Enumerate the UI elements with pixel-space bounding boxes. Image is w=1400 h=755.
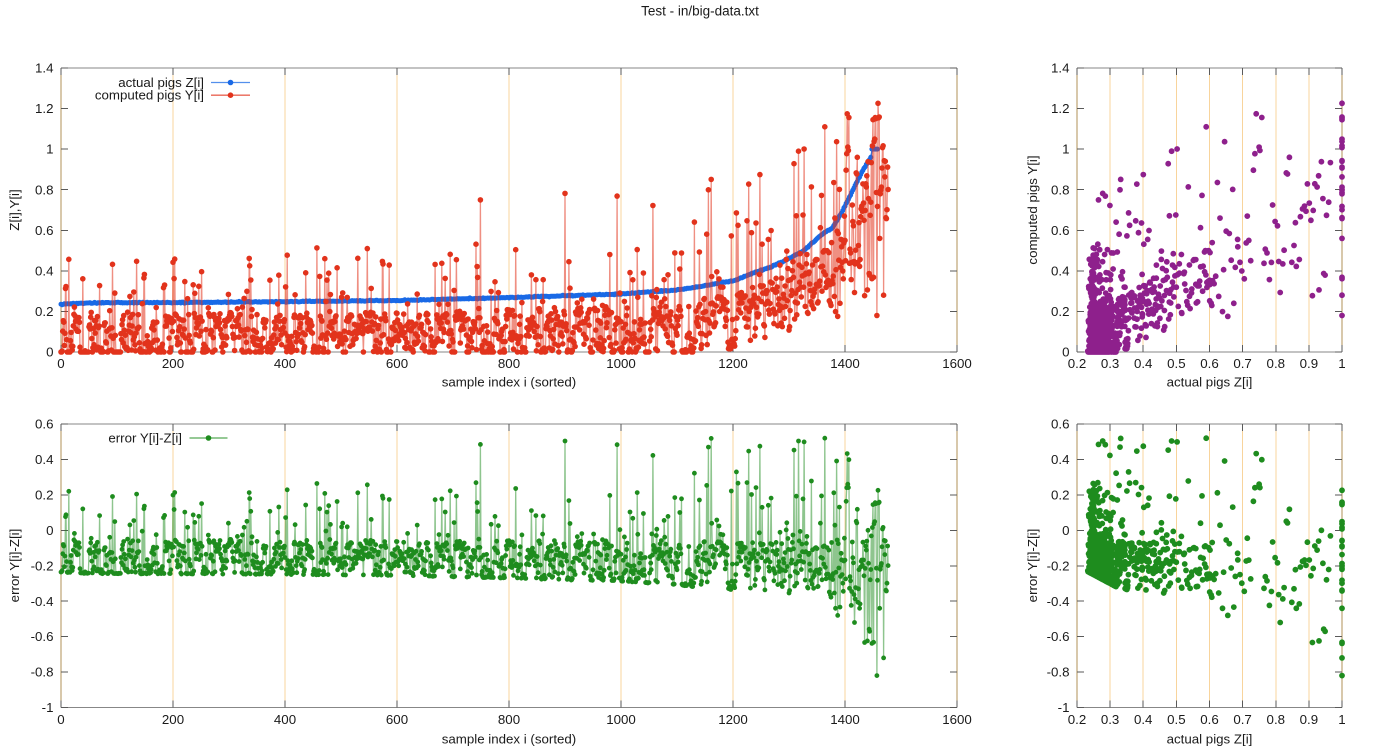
svg-text:0.8: 0.8 — [1051, 182, 1070, 197]
svg-text:-0.4: -0.4 — [31, 594, 54, 609]
svg-text:0.5: 0.5 — [1167, 712, 1186, 727]
svg-text:600: 600 — [386, 356, 408, 371]
svg-text:error Y[i]-Z[i]: error Y[i]-Z[i] — [7, 529, 22, 603]
svg-text:0.6: 0.6 — [35, 417, 54, 432]
svg-text:1600: 1600 — [942, 356, 972, 371]
svg-text:600: 600 — [386, 712, 408, 727]
svg-text:0.6: 0.6 — [1051, 417, 1070, 432]
svg-text:0.8: 0.8 — [1267, 712, 1286, 727]
svg-text:-0.8: -0.8 — [31, 665, 54, 680]
svg-text:0: 0 — [46, 523, 53, 538]
svg-text:0: 0 — [1062, 345, 1069, 360]
svg-text:1200: 1200 — [718, 356, 748, 371]
svg-text:0.8: 0.8 — [35, 182, 54, 197]
svg-text:1400: 1400 — [830, 712, 860, 727]
svg-text:sample index i (sorted): sample index i (sorted) — [442, 375, 577, 390]
svg-text:-0.6: -0.6 — [31, 629, 54, 644]
svg-text:0: 0 — [57, 356, 64, 371]
svg-text:computed pigs Y[i]: computed pigs Y[i] — [95, 88, 204, 103]
svg-text:1000: 1000 — [606, 712, 636, 727]
svg-text:800: 800 — [498, 712, 520, 727]
svg-text:Z[i],Y[i]: Z[i],Y[i] — [7, 189, 22, 230]
svg-text:0.9: 0.9 — [1300, 712, 1319, 727]
svg-text:0.6: 0.6 — [35, 223, 54, 238]
svg-text:0.4: 0.4 — [1134, 712, 1153, 727]
svg-text:computed pigs Y[i]: computed pigs Y[i] — [1025, 155, 1040, 264]
svg-text:actual pigs Z[i]: actual pigs Z[i] — [118, 75, 204, 90]
svg-text:1000: 1000 — [606, 356, 636, 371]
svg-text:0: 0 — [46, 345, 53, 360]
svg-text:0.7: 0.7 — [1233, 356, 1252, 371]
svg-text:1.4: 1.4 — [1051, 61, 1070, 76]
svg-text:0.6: 0.6 — [1200, 356, 1219, 371]
svg-text:-0.4: -0.4 — [1047, 594, 1070, 609]
svg-text:1.2: 1.2 — [35, 101, 54, 116]
svg-text:0: 0 — [1062, 523, 1069, 538]
svg-text:1200: 1200 — [718, 712, 748, 727]
svg-text:0.3: 0.3 — [1101, 712, 1120, 727]
svg-text:0.2: 0.2 — [35, 488, 54, 503]
svg-text:0: 0 — [57, 712, 64, 727]
svg-text:Test - in/big-data.txt: Test - in/big-data.txt — [641, 4, 759, 19]
svg-text:800: 800 — [498, 356, 520, 371]
svg-text:0.8: 0.8 — [1267, 356, 1286, 371]
svg-text:0.6: 0.6 — [1200, 712, 1219, 727]
svg-text:actual pigs Z[i]: actual pigs Z[i] — [1167, 731, 1253, 746]
svg-text:-1: -1 — [1058, 700, 1070, 715]
svg-text:1600: 1600 — [942, 712, 972, 727]
svg-text:1: 1 — [1338, 712, 1345, 727]
svg-text:0.4: 0.4 — [35, 264, 54, 279]
svg-text:0.3: 0.3 — [1101, 356, 1120, 371]
svg-text:1: 1 — [46, 142, 53, 157]
svg-text:1: 1 — [1338, 356, 1345, 371]
svg-text:400: 400 — [274, 712, 296, 727]
svg-text:0.2: 0.2 — [1068, 356, 1087, 371]
svg-text:1400: 1400 — [830, 356, 860, 371]
svg-text:0.6: 0.6 — [1051, 223, 1070, 238]
svg-text:0.4: 0.4 — [35, 452, 54, 467]
svg-text:200: 200 — [162, 356, 184, 371]
svg-text:0.9: 0.9 — [1300, 356, 1319, 371]
svg-text:-0.8: -0.8 — [1047, 665, 1070, 680]
svg-text:0.2: 0.2 — [35, 304, 54, 319]
svg-text:-0.6: -0.6 — [1047, 629, 1070, 644]
svg-text:1.4: 1.4 — [35, 61, 54, 76]
svg-text:-0.2: -0.2 — [31, 558, 54, 573]
svg-text:actual pigs Z[i]: actual pigs Z[i] — [1167, 375, 1253, 390]
svg-text:sample index i (sorted): sample index i (sorted) — [442, 731, 577, 746]
svg-text:0.2: 0.2 — [1051, 304, 1070, 319]
svg-text:0.4: 0.4 — [1051, 264, 1070, 279]
svg-text:1.2: 1.2 — [1051, 101, 1070, 116]
svg-text:error Y[i]-Z[i]: error Y[i]-Z[i] — [1025, 529, 1040, 603]
svg-text:0.2: 0.2 — [1051, 488, 1070, 503]
svg-text:0.4: 0.4 — [1134, 356, 1153, 371]
svg-text:400: 400 — [274, 356, 296, 371]
svg-text:200: 200 — [162, 712, 184, 727]
svg-text:0.7: 0.7 — [1233, 712, 1252, 727]
svg-text:error Y[i]-Z[i]: error Y[i]-Z[i] — [108, 431, 182, 446]
svg-text:0.2: 0.2 — [1068, 712, 1087, 727]
svg-text:0.4: 0.4 — [1051, 452, 1070, 467]
svg-text:0.5: 0.5 — [1167, 356, 1186, 371]
svg-text:-0.2: -0.2 — [1047, 558, 1070, 573]
svg-text:-1: -1 — [42, 700, 54, 715]
svg-text:1: 1 — [1062, 142, 1069, 157]
